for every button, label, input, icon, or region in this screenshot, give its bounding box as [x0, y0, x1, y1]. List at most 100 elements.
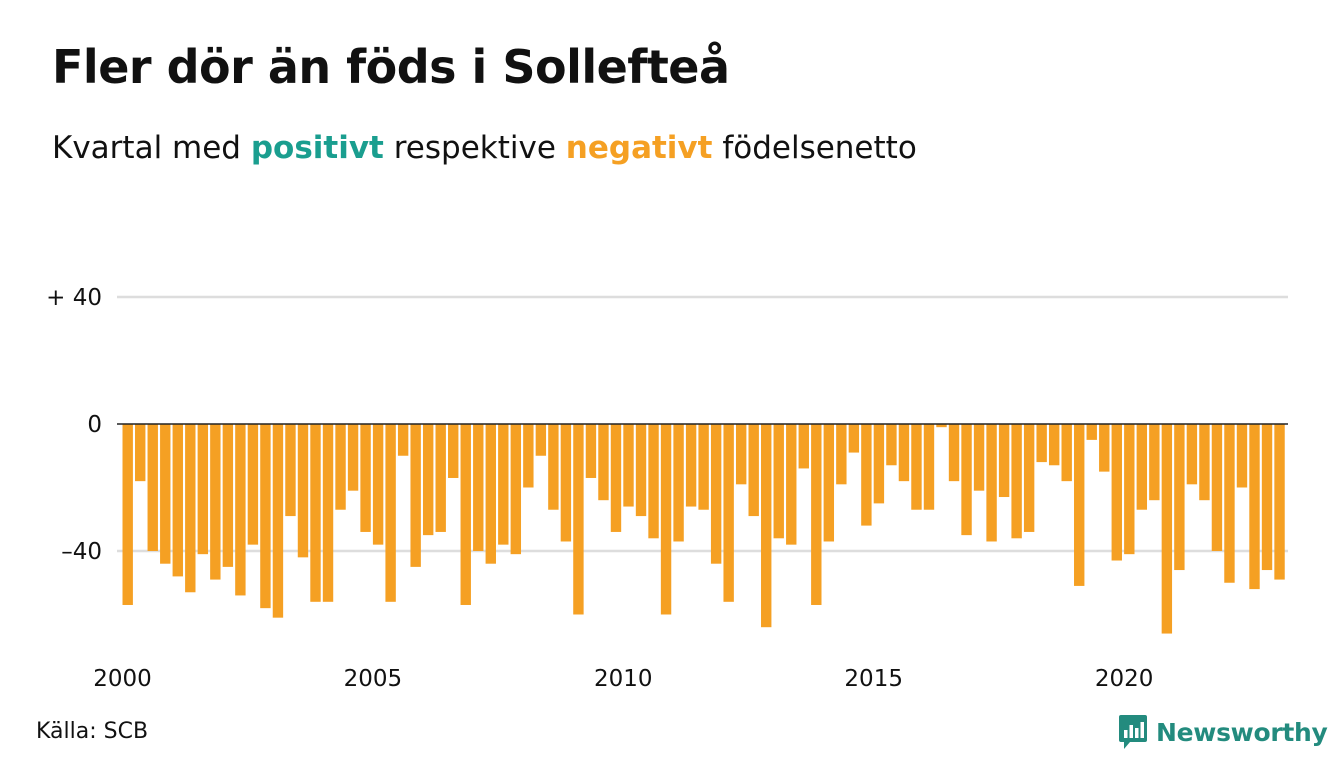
bar: [1161, 424, 1173, 634]
bar: [1074, 424, 1085, 586]
bar: [197, 424, 209, 555]
bar: [523, 424, 534, 488]
bar: [886, 424, 897, 466]
bar: [1048, 424, 1060, 466]
bar: [836, 424, 847, 485]
x-tick-label: 2010: [594, 666, 653, 692]
bar: [322, 424, 334, 602]
bar: [435, 424, 446, 532]
bars-layer: [122, 424, 1285, 634]
bar: [535, 424, 547, 456]
bar: [1124, 424, 1135, 555]
bar: [1136, 424, 1148, 510]
bar: [1111, 424, 1122, 561]
bar: [998, 424, 1010, 498]
bar: [498, 424, 509, 545]
subtitle-positive-highlight: positivt: [250, 130, 384, 166]
bar: [1036, 424, 1047, 463]
bar: [961, 424, 972, 536]
bar: [598, 424, 609, 501]
axis-layer: + 40 0 –40 2000 2005 2010 2015 2020: [46, 285, 1288, 692]
bar-chart-speech-bubble-icon: [1119, 715, 1147, 749]
x-tick-label: 2005: [344, 666, 403, 692]
bar: [648, 424, 659, 539]
bar: [1149, 424, 1160, 501]
bar: [685, 424, 697, 507]
bar: [1011, 424, 1022, 539]
bar: [335, 424, 346, 510]
bar: [410, 424, 421, 567]
bar: [761, 424, 772, 628]
bar: [260, 424, 271, 609]
bar: [786, 424, 797, 545]
subtitle-prefix: Kvartal med: [52, 130, 251, 166]
bar: [422, 424, 434, 536]
bar: [673, 424, 684, 542]
bar: [247, 424, 259, 545]
bar: [748, 424, 759, 517]
bar: [986, 424, 997, 542]
bar: [560, 424, 572, 542]
chart-subtitle: Kvartal med positivt respektive negativt…: [52, 130, 917, 166]
bar: [660, 424, 672, 615]
bar: [185, 424, 196, 593]
bar: [773, 424, 784, 539]
bar: [635, 424, 647, 517]
bar: [1174, 424, 1185, 571]
bar: [1274, 424, 1285, 580]
bar: [710, 424, 722, 564]
bar: [1211, 424, 1223, 551]
bar: [397, 424, 409, 456]
bar: [823, 424, 835, 542]
bar: [448, 424, 459, 478]
bar: [135, 424, 146, 482]
bar: [235, 424, 246, 596]
bar: [623, 424, 634, 507]
bar: [1186, 424, 1198, 485]
bar: [811, 424, 822, 605]
bar: [372, 424, 384, 545]
bar: [272, 424, 284, 618]
x-tick-label: 2015: [844, 666, 903, 692]
bar: [610, 424, 622, 532]
bar: [1099, 424, 1110, 472]
bar: [222, 424, 234, 567]
bar: [936, 424, 947, 428]
bar: [310, 424, 321, 602]
bar: [385, 424, 396, 602]
bar: [873, 424, 885, 504]
subtitle-middle: respektive: [383, 130, 566, 166]
bar: [160, 424, 171, 564]
bar: [585, 424, 597, 478]
bar: [1249, 424, 1260, 590]
y-tick-label: –40: [61, 539, 102, 565]
bar: [1199, 424, 1210, 501]
bar: [948, 424, 960, 482]
bar: [1061, 424, 1072, 482]
bar: [923, 424, 935, 510]
bar: [172, 424, 183, 577]
bar: [798, 424, 809, 469]
bar: [1086, 424, 1097, 440]
bar: [210, 424, 221, 580]
bar: [548, 424, 559, 510]
bar: [510, 424, 522, 555]
bar: [735, 424, 747, 485]
bar: [698, 424, 709, 510]
bar: [573, 424, 584, 615]
bar: [1261, 424, 1273, 571]
bar: [973, 424, 985, 491]
brand-logo[interactable]: Newsworthy: [1118, 712, 1328, 752]
y-tick-label: + 40: [46, 285, 102, 311]
bar: [360, 424, 371, 532]
x-tick-label: 2020: [1095, 666, 1154, 692]
bar: [147, 424, 158, 551]
subtitle-suffix: födelsenetto: [712, 130, 917, 166]
bar: [285, 424, 296, 517]
x-tick-label: 2000: [93, 666, 152, 692]
bar: [1224, 424, 1235, 583]
bar: [898, 424, 910, 482]
bar: [911, 424, 922, 510]
chart-title: Fler dör än föds i Sollefteå: [52, 40, 730, 94]
brand-name: Newsworthy: [1156, 717, 1328, 747]
